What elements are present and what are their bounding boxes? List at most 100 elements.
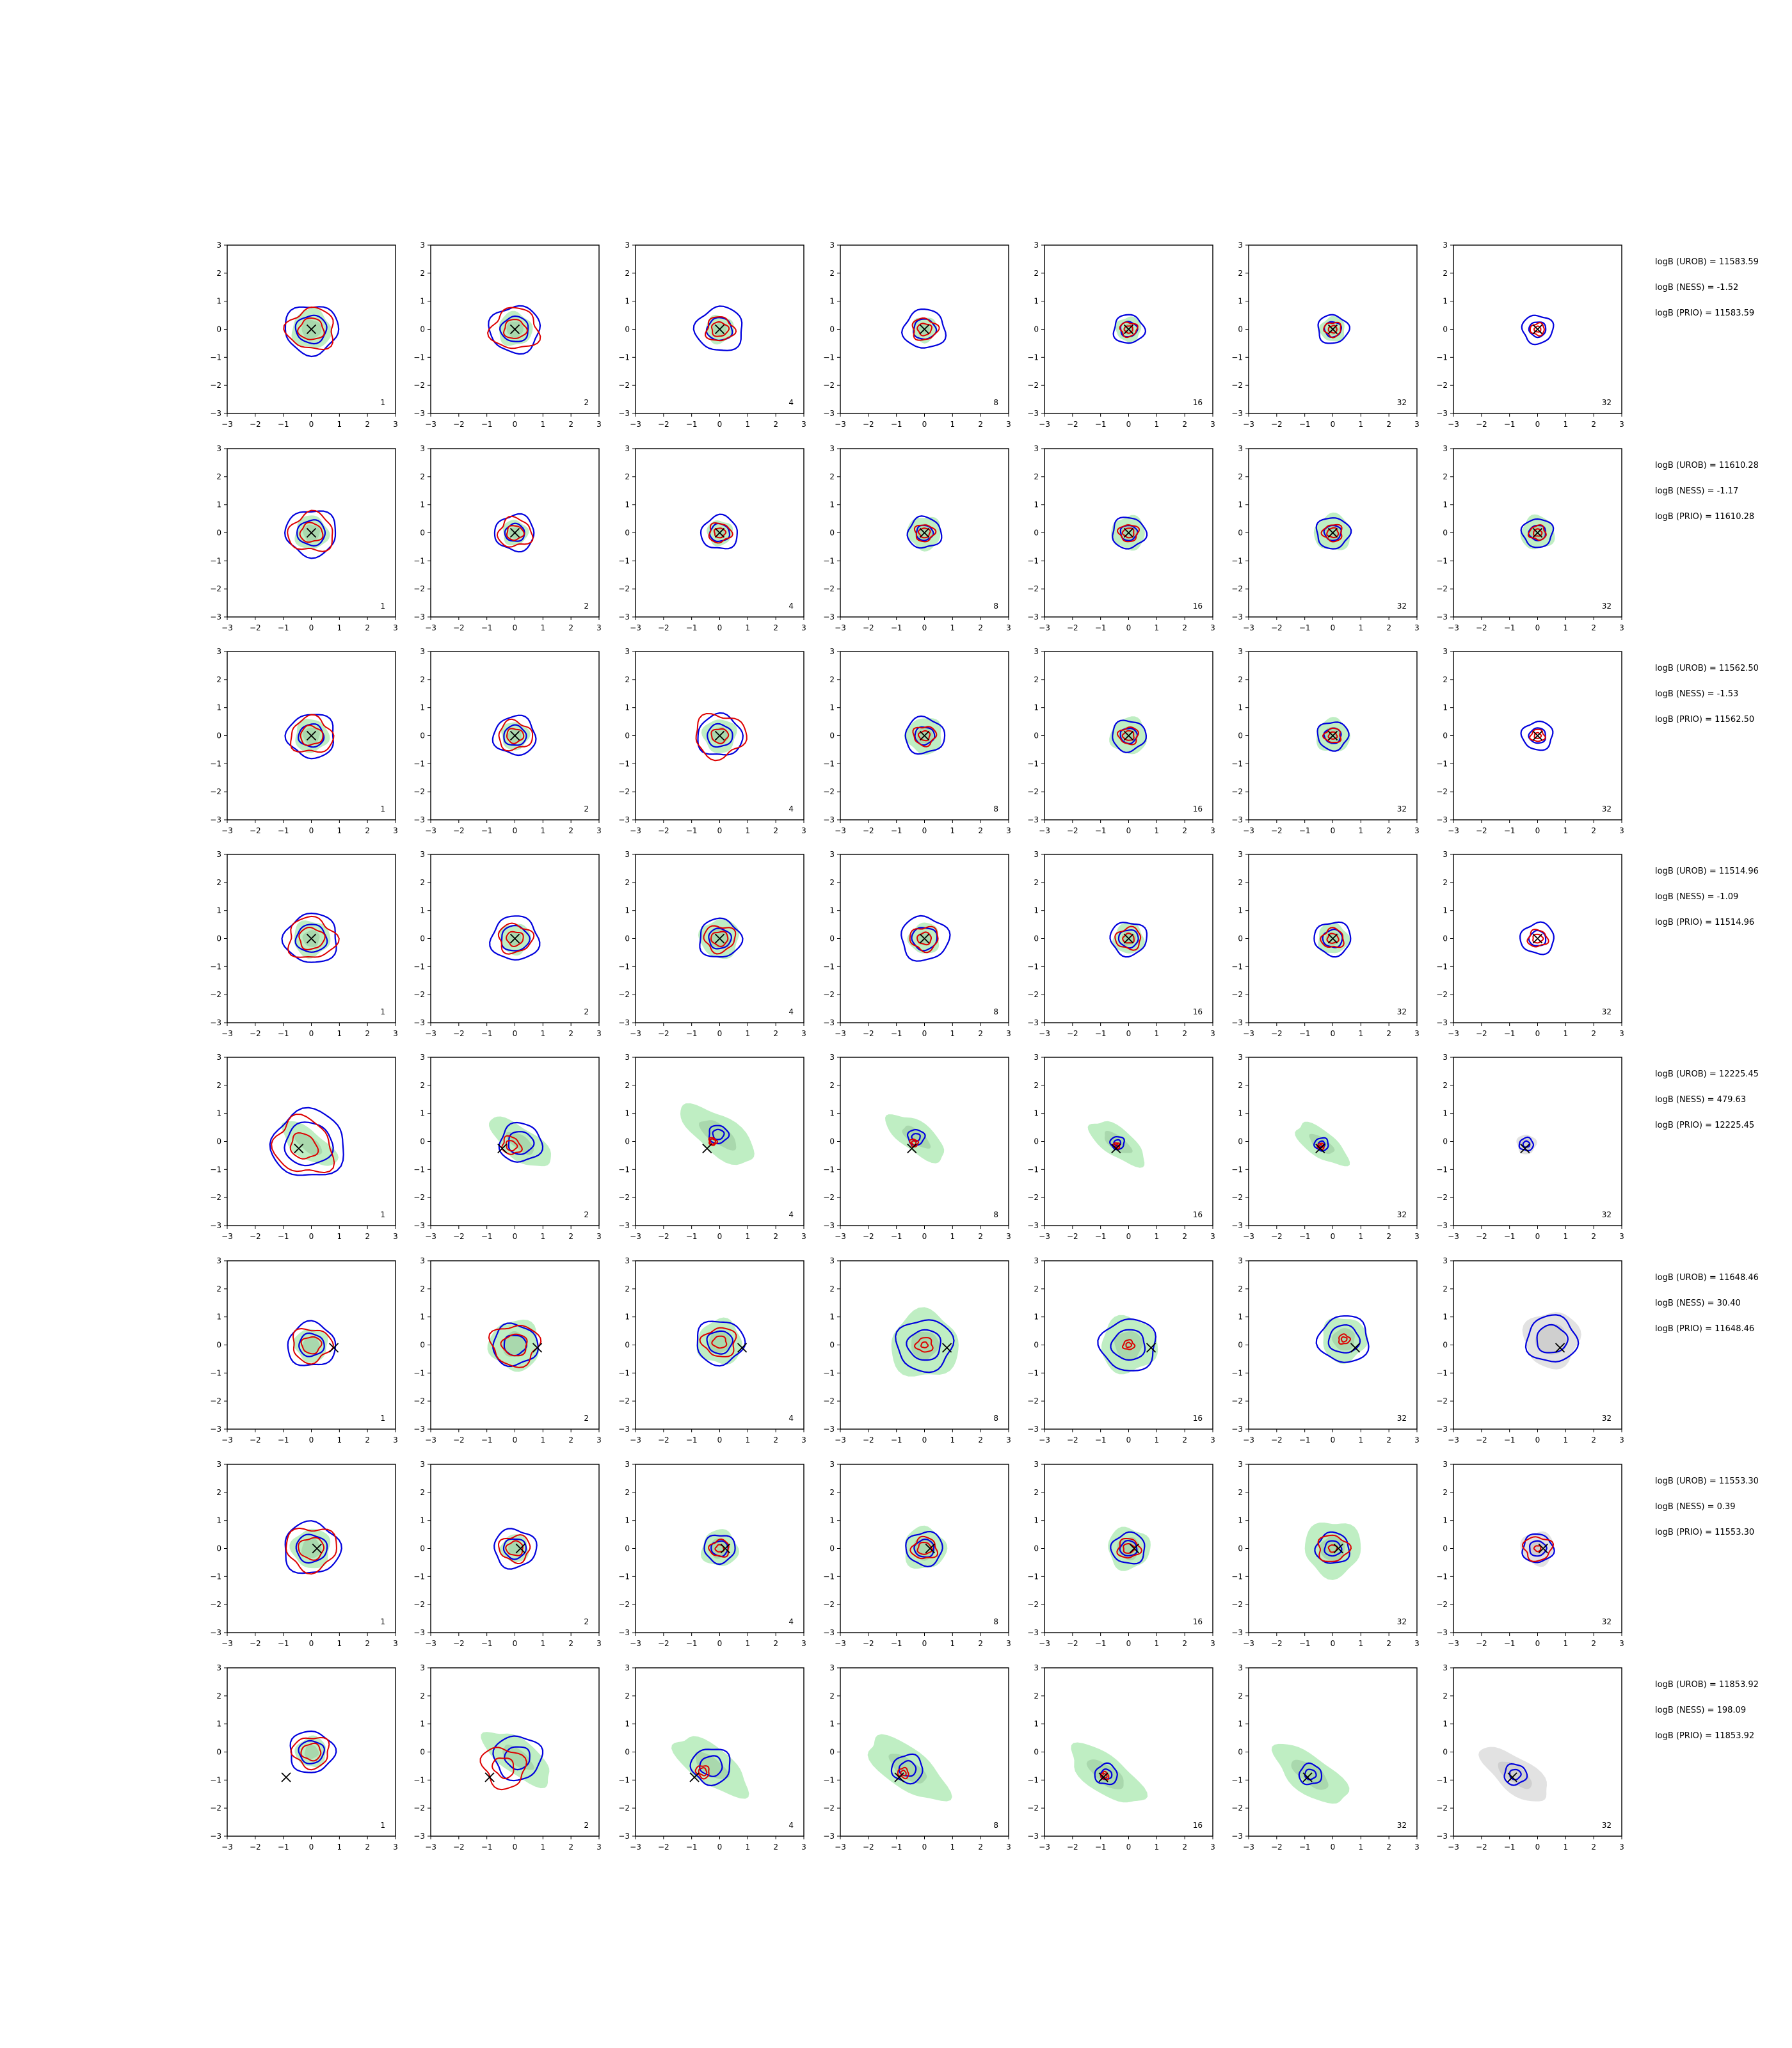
- y-tick-label: −3: [823, 1628, 835, 1637]
- true-value-marker: [281, 1772, 291, 1782]
- x-tick-label: −2: [1271, 420, 1283, 429]
- y-tick-label: −2: [413, 1396, 425, 1405]
- panel-r7-c4: −3−3 −2 −2 −1 −1 0 0 1 1 2 2 3 3 8: [823, 1460, 1011, 1648]
- logb-urob: logB (UROB) = 11610.28: [1655, 461, 1759, 470]
- y-tick-label: 1: [1034, 297, 1039, 306]
- x-tick-label: 0: [717, 420, 723, 429]
- y-tick-label: −1: [1436, 1368, 1448, 1377]
- blue-contour-outer: [1109, 1135, 1125, 1151]
- y-tick-label: 3: [1034, 1053, 1039, 1062]
- y-tick-label: 0: [420, 934, 425, 943]
- panel-label: 4: [788, 1414, 794, 1423]
- y-tick-label: −1: [1027, 1572, 1039, 1581]
- blue-contour-outer: [700, 513, 739, 550]
- y-tick-label: 2: [1238, 269, 1243, 278]
- x-tick-label: 2: [1182, 826, 1187, 835]
- stats-row-1: logB (UROB) = 11583.59 logB (NESS) = -1.5…: [1655, 256, 1759, 333]
- x-tick-label: −3: [1039, 1639, 1050, 1648]
- x-tick-label: 1: [541, 1436, 546, 1444]
- x-tick-label: 2: [1386, 1232, 1391, 1241]
- y-tick-label: 2: [1443, 1488, 1448, 1497]
- x-tick-label: −1: [481, 1639, 493, 1648]
- blue-contour-inner: [298, 1332, 325, 1357]
- x-tick-label: 0: [1126, 420, 1132, 429]
- y-tick-label: 1: [216, 1516, 221, 1525]
- y-tick-label: 3: [1443, 444, 1448, 453]
- x-tick-label: −3: [835, 1436, 846, 1444]
- x-tick-label: 2: [365, 623, 370, 632]
- panel-r7-c7: −3−3 −2 −2 −1 −1 0 0 1 1 2 2 3 3 32: [1436, 1460, 1624, 1648]
- x-tick-label: −3: [1448, 1639, 1459, 1648]
- x-tick-label: −3: [1039, 1029, 1050, 1038]
- panel-r4-c4: −3−3 −2 −2 −1 −1 0 0 1 1 2 2 3 3 8: [823, 850, 1011, 1038]
- x-tick-label: −3: [835, 1232, 846, 1241]
- blue-contour-inner: [1323, 524, 1342, 541]
- y-tick-label: 0: [1034, 934, 1039, 943]
- y-tick-label: 2: [625, 1081, 630, 1090]
- x-tick-label: 0: [309, 420, 314, 429]
- panel-r7-c2: −3−3 −2 −2 −1 −1 0 0 1 1 2 2 3 3 2: [413, 1460, 602, 1648]
- blue-contour-outer: [287, 1320, 337, 1366]
- panel-r3-c5: −3−3 −2 −2 −1 −1 0 0 1 1 2 2 3 3 16: [1027, 647, 1215, 835]
- red-contour-outer: [1529, 728, 1546, 742]
- blue-contour-outer: [904, 715, 946, 755]
- x-tick-label: −3: [630, 1436, 641, 1444]
- true-value-marker: [714, 324, 725, 335]
- x-tick-label: −3: [1243, 1639, 1254, 1648]
- y-tick-label: 0: [216, 732, 221, 740]
- blue-contour-inner: [1324, 1540, 1343, 1557]
- true-value-marker: [509, 730, 520, 741]
- x-tick-label: 3: [596, 826, 602, 835]
- x-tick-label: 3: [801, 826, 806, 835]
- red-contour-inner: [710, 931, 729, 947]
- x-tick-label: 3: [596, 1843, 602, 1852]
- x-tick-label: 1: [1155, 826, 1160, 835]
- y-tick-label: 0: [829, 529, 835, 538]
- y-tick-label: −2: [413, 1193, 425, 1202]
- y-tick-label: 3: [420, 1460, 425, 1469]
- red-contour-outer: [695, 712, 748, 762]
- y-tick-label: 2: [829, 1081, 835, 1090]
- red-contour-outer: [1116, 726, 1140, 746]
- panel-r3-c2: −3−3 −2 −2 −1 −1 0 0 1 1 2 2 3 3 2: [413, 647, 602, 835]
- x-tick-label: 0: [717, 1639, 723, 1648]
- y-tick-label: 3: [1238, 1460, 1243, 1469]
- x-tick-label: −1: [1095, 1843, 1107, 1852]
- y-tick-label: 2: [216, 1081, 221, 1090]
- x-tick-label: 3: [1619, 1639, 1624, 1648]
- panel-r8-c5: −3−3 −2 −2 −1 −1 0 0 1 1 2 2 3 3 16: [1027, 1663, 1215, 1852]
- blue-contour-inner: [284, 1121, 334, 1167]
- density-inner: [1528, 1539, 1546, 1557]
- x-tick-label: −1: [1095, 1436, 1107, 1444]
- panel-r5-c2: −3−3 −2 −2 −1 −1 0 0 1 1 2 2 3 3 2: [413, 1053, 602, 1241]
- y-tick-label: −2: [618, 787, 630, 796]
- panel-r6-c2: −3−3 −2 −2 −1 −1 0 0 1 1 2 2 3 3 2: [413, 1256, 602, 1444]
- x-tick-label: 1: [1564, 623, 1569, 632]
- red-contour-outer: [708, 1538, 730, 1558]
- y-tick-label: −2: [210, 381, 221, 390]
- y-tick-label: −1: [1027, 1165, 1039, 1174]
- red-contour-outer: [285, 1527, 337, 1575]
- x-tick-label: 0: [1331, 826, 1336, 835]
- y-tick-label: −3: [210, 1628, 221, 1637]
- red-contour-inner: [505, 1540, 524, 1556]
- x-tick-label: 2: [568, 1639, 573, 1648]
- panel-r1-c6: −3−3 −2 −2 −1 −1 0 0 1 1 2 2 3 3 32: [1231, 241, 1420, 429]
- x-tick-label: 0: [513, 1843, 518, 1852]
- y-tick-label: −2: [618, 990, 630, 999]
- y-tick-label: 2: [625, 675, 630, 684]
- blue-contour-outer: [900, 915, 951, 962]
- x-tick-label: −3: [630, 1232, 641, 1241]
- x-tick-label: 1: [541, 1029, 546, 1038]
- y-tick-label: −2: [618, 381, 630, 390]
- x-tick-label: 0: [1126, 1639, 1132, 1648]
- true-value-marker: [919, 730, 930, 741]
- true-value-marker: [1327, 730, 1338, 741]
- y-tick-label: −1: [210, 1572, 221, 1581]
- red-contour-inner: [296, 317, 325, 340]
- x-tick-label: 2: [1591, 1232, 1596, 1241]
- y-tick-label: 1: [1443, 1109, 1448, 1118]
- panel-label: 32: [1397, 804, 1407, 813]
- y-tick-label: 1: [1238, 906, 1243, 915]
- true-value-marker: [907, 1143, 917, 1154]
